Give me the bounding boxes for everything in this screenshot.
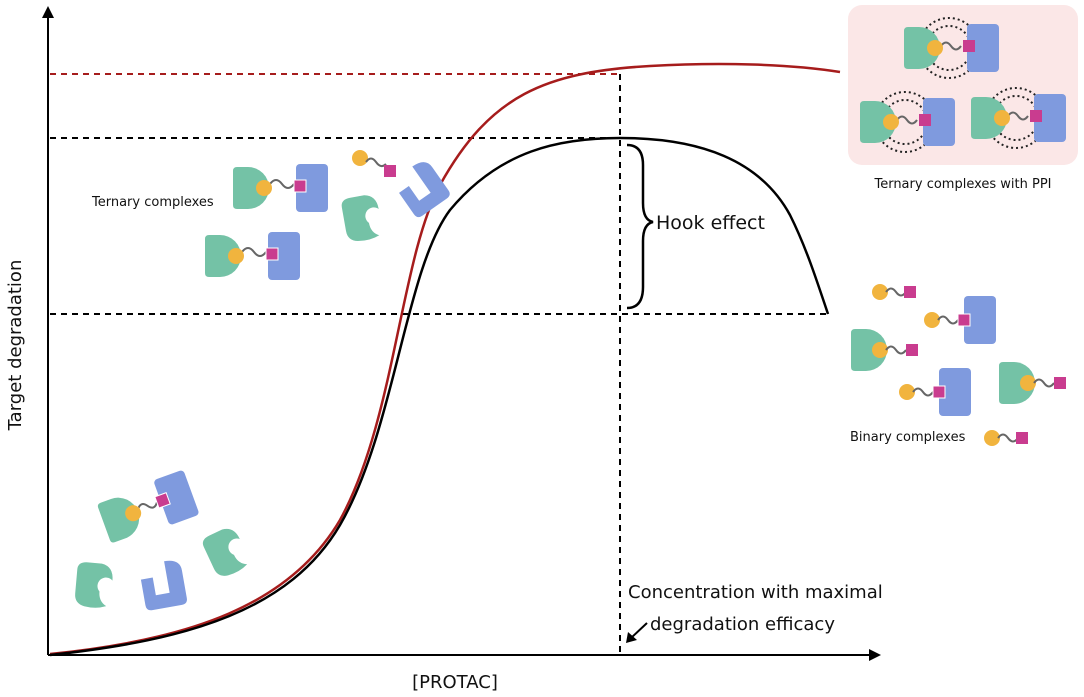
- binary-complexes-cluster: [851, 284, 1066, 446]
- max-concentration-arrow: [626, 622, 648, 643]
- free-e3-icon: [340, 193, 384, 244]
- hook-effect-brace: [626, 143, 654, 310]
- ternary-complexes-label: Ternary complexes: [91, 195, 214, 210]
- curve-standard: [49, 136, 830, 657]
- low-concentration-cluster: [74, 469, 252, 612]
- y-axis-label: Target degradation: [5, 260, 26, 432]
- free-target-icon: [390, 157, 452, 220]
- x-axis: [48, 649, 881, 661]
- free-protac-icon: [352, 150, 396, 177]
- ternary-complex-icon: [233, 164, 328, 212]
- ppi-panel-label: Ternary complexes with PPI: [873, 177, 1051, 192]
- ternary-complex-icon: [205, 232, 300, 280]
- x-axis-label: [PROTAC]: [412, 672, 498, 693]
- curve-ternary-ppi: [49, 62, 841, 656]
- max-concentration-label-line1: Concentration with maximal: [628, 582, 883, 603]
- hook-effect-label: Hook effect: [656, 212, 765, 234]
- y-axis: [42, 6, 54, 655]
- ppi-panel: [848, 5, 1078, 165]
- reference-lines: [50, 73, 828, 655]
- max-concentration-label-line2: degradation efficacy: [650, 614, 835, 635]
- binary-complexes-label: Binary complexes: [850, 430, 966, 445]
